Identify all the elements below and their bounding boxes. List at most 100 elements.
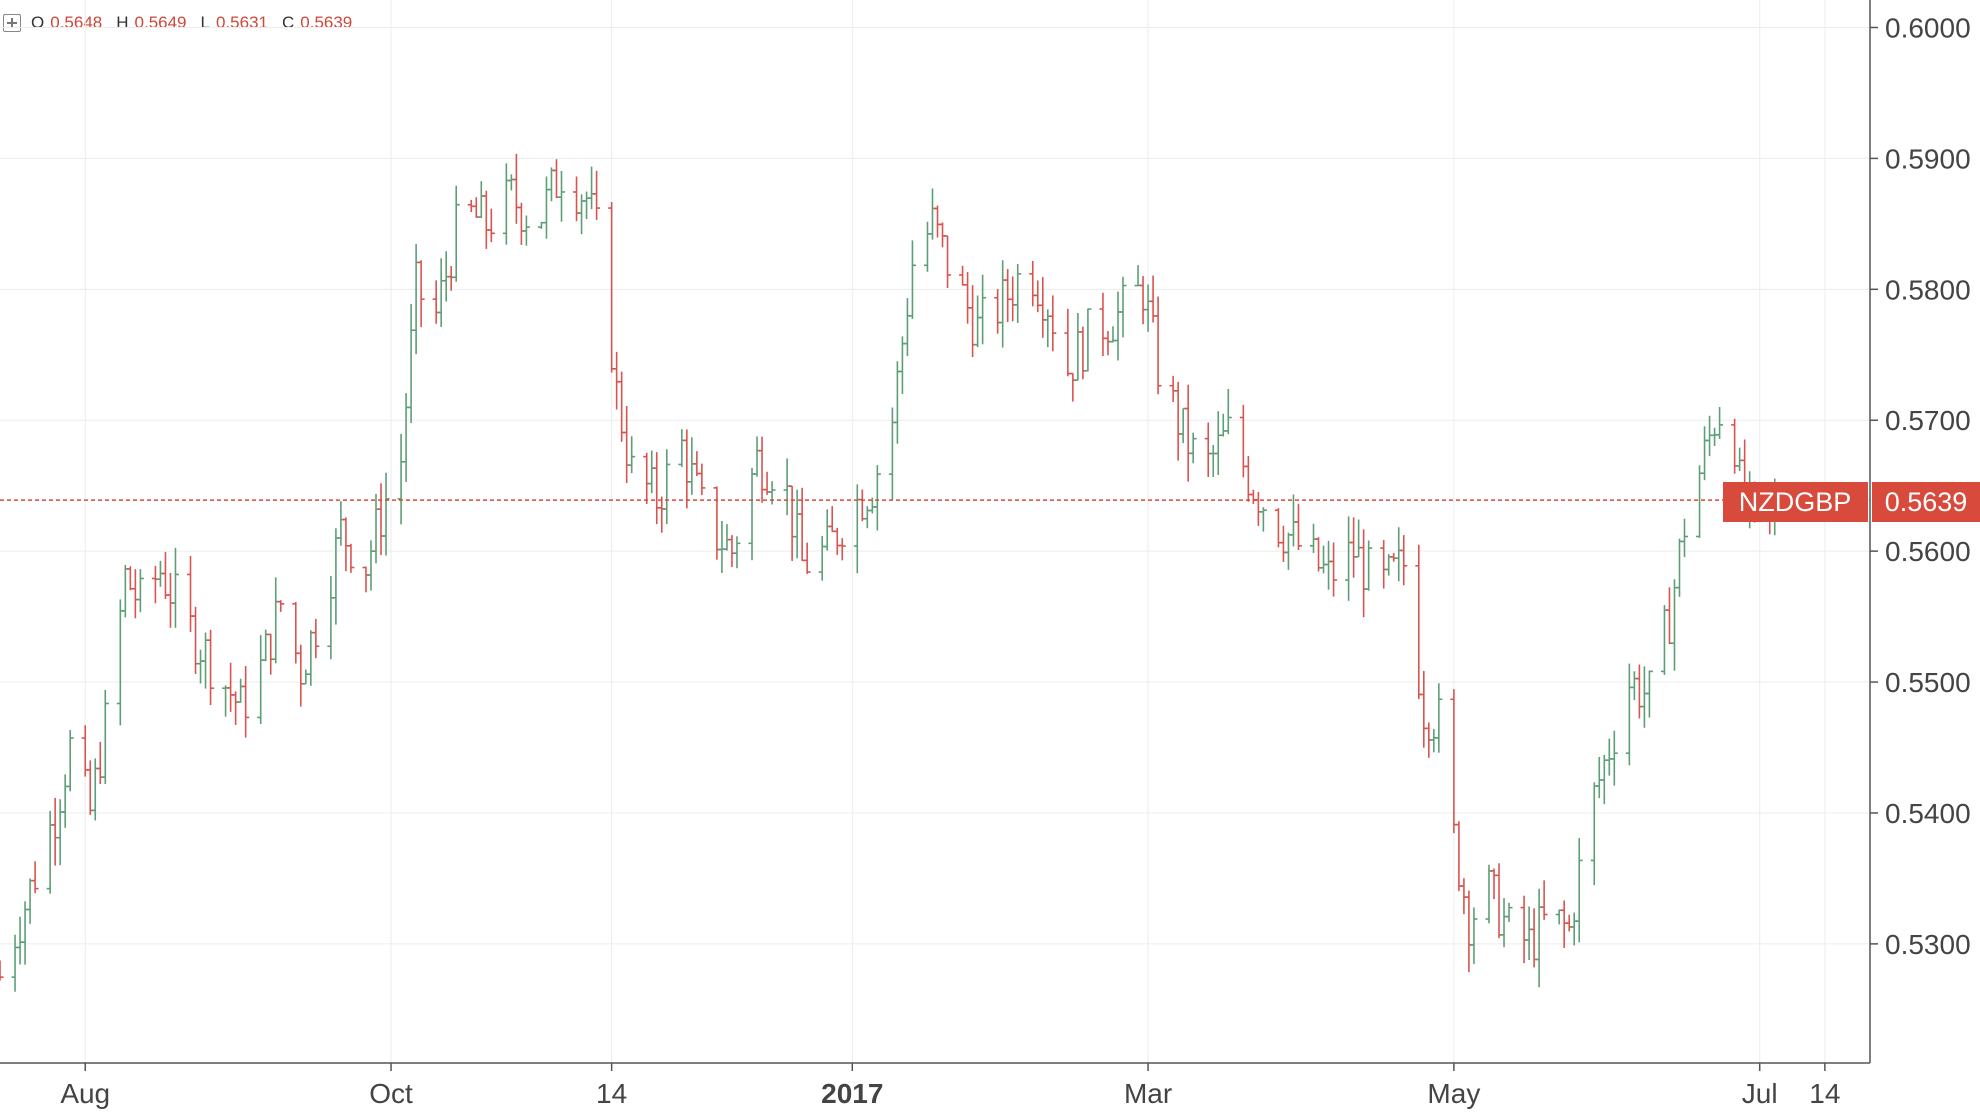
ohlc-bar bbox=[1500, 898, 1508, 948]
ohlc-bar bbox=[593, 170, 601, 220]
ohlc-bar bbox=[472, 197, 480, 218]
ohlc-bar bbox=[928, 188, 936, 240]
ohlc-bar bbox=[1169, 375, 1177, 402]
ohlc-bar bbox=[608, 202, 616, 373]
ohlc-bar bbox=[1575, 838, 1583, 943]
ohlc-bar bbox=[1665, 587, 1673, 645]
ohlc-bar bbox=[232, 691, 240, 725]
ohlc-bar bbox=[1325, 540, 1333, 590]
ohlc-bar bbox=[437, 258, 445, 327]
x-axis[interactable]: Aug Oct 14 2017 Mar May Jul 14 bbox=[60, 1063, 1840, 1109]
ohlc-bar bbox=[1555, 909, 1563, 925]
ohlc-bar bbox=[1064, 308, 1072, 377]
ohlc-bar bbox=[382, 472, 390, 556]
ohlc-bar bbox=[1670, 579, 1678, 671]
ohlc-bars bbox=[0, 153, 1784, 992]
y-axis[interactable]: 0.5300 0.5400 0.5500 0.5600 0.5700 0.5800 0.59… bbox=[1870, 12, 1971, 960]
ohlc-bar bbox=[482, 190, 490, 249]
grid bbox=[0, 0, 1870, 1063]
ohlc-bar bbox=[547, 167, 555, 202]
ohlc-bar bbox=[402, 393, 410, 483]
ohlc-bar bbox=[1074, 313, 1082, 381]
ohlc-bar bbox=[522, 215, 530, 246]
ohlc-bar bbox=[407, 303, 415, 424]
ohlc-bar bbox=[999, 260, 1007, 348]
ohlc-bar bbox=[1415, 544, 1423, 700]
ohlc-bar bbox=[838, 538, 846, 561]
ohlc-bar bbox=[1716, 407, 1724, 439]
ohlc-bar bbox=[1179, 407, 1187, 444]
ohlc-bar bbox=[46, 810, 54, 894]
ohlc-bar bbox=[573, 176, 581, 222]
ohlc-bar bbox=[723, 524, 731, 551]
ohlc-bar bbox=[643, 452, 651, 505]
ohlc-bar bbox=[1044, 309, 1052, 348]
ohlc-bar bbox=[1645, 670, 1653, 718]
ohlc-bar bbox=[1139, 276, 1147, 325]
last-price-tag: 0.5639 bbox=[1885, 487, 1968, 517]
ohlc-bar bbox=[1209, 444, 1217, 477]
ohlc-bar bbox=[126, 566, 134, 591]
ohlc-bar bbox=[1274, 508, 1282, 548]
x-tick-label: Jul bbox=[1742, 1078, 1778, 1109]
ohlc-bar bbox=[1605, 738, 1613, 776]
ohlc-bar bbox=[1345, 516, 1353, 601]
ohlc-bar bbox=[197, 649, 205, 684]
ohlc-bar bbox=[1330, 542, 1338, 597]
ohlc-bar bbox=[332, 528, 340, 625]
ohlc-bar bbox=[588, 166, 596, 210]
ohlc-bar bbox=[1014, 263, 1022, 323]
legend-toggle-icon[interactable] bbox=[3, 14, 21, 32]
ohlc-bar bbox=[653, 452, 661, 525]
ohlc-bar bbox=[151, 565, 159, 604]
ohlc-bar bbox=[733, 536, 741, 569]
ohlc-bar bbox=[477, 181, 485, 219]
x-tick-label: Aug bbox=[60, 1078, 110, 1109]
ohlc-bar bbox=[1214, 411, 1222, 476]
ohlc-bar bbox=[307, 630, 315, 686]
ohlc-bar bbox=[1279, 525, 1287, 562]
ohlc-bar bbox=[91, 758, 99, 821]
ohlc-bar bbox=[903, 298, 911, 357]
ohlc-bar bbox=[552, 159, 560, 199]
ohlc-bar bbox=[1134, 265, 1142, 287]
ohlc-bar bbox=[86, 760, 94, 815]
ohlc-bar bbox=[558, 171, 566, 222]
ohlc-bar bbox=[1320, 545, 1328, 574]
ohlc-bar bbox=[979, 274, 987, 345]
ohlc-bar bbox=[1495, 863, 1503, 939]
y-tick-label: 0.5400 bbox=[1885, 798, 1971, 829]
ohlc-bar bbox=[1360, 529, 1368, 618]
ohlc-bar bbox=[51, 797, 59, 866]
x-tick-label: Oct bbox=[369, 1078, 413, 1109]
ohlc-bar bbox=[452, 185, 460, 282]
ohlc-bar bbox=[648, 450, 656, 494]
y-tick-label: 0.5300 bbox=[1885, 929, 1971, 960]
ohlc-bar bbox=[908, 240, 916, 319]
ohlc-bar bbox=[713, 486, 721, 560]
ohlc-bar bbox=[1490, 868, 1498, 900]
ohlc-bar bbox=[26, 878, 34, 924]
ohlc-bar bbox=[1365, 540, 1373, 591]
ohlc-bar bbox=[0, 960, 4, 981]
ohlc-bar bbox=[362, 566, 370, 593]
y-tick-label: 0.5500 bbox=[1885, 667, 1971, 698]
ohlc-bar bbox=[347, 543, 355, 573]
y-tick-label: 0.5600 bbox=[1885, 536, 1971, 567]
ohlc-bar bbox=[1460, 878, 1468, 915]
x-tick-label: May bbox=[1427, 1078, 1480, 1109]
x-tick-label: 14 bbox=[1809, 1078, 1840, 1109]
ohlc-bar bbox=[56, 799, 64, 866]
ohlc-bar bbox=[583, 191, 591, 220]
ohlc-bar bbox=[969, 285, 977, 358]
ohlc-bar bbox=[618, 371, 626, 442]
ohlc-bar bbox=[1590, 782, 1598, 886]
ohlc-bar bbox=[1099, 292, 1107, 356]
ohlc-bar bbox=[116, 599, 124, 726]
ohlc-bar bbox=[272, 577, 280, 664]
ohlc-bar bbox=[1400, 535, 1408, 586]
legend-low-label: L bbox=[200, 13, 210, 32]
ohlc-bar bbox=[1630, 671, 1638, 701]
ohlc-bar bbox=[1104, 331, 1112, 356]
